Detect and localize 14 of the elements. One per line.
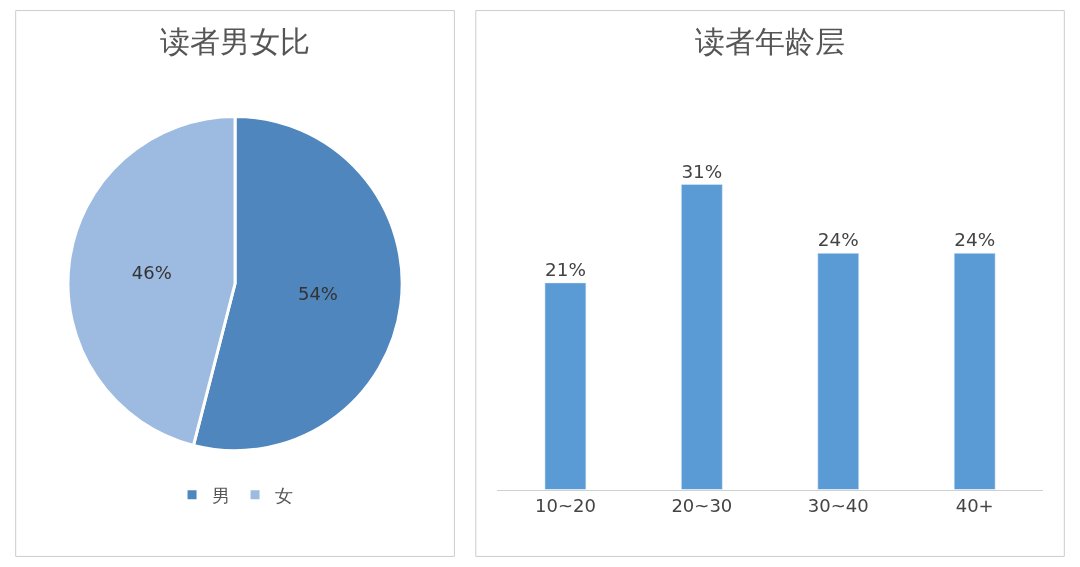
data-label: 54%: [297, 283, 338, 305]
x-tick-label: 10~20: [534, 495, 596, 517]
chart-title: 读者年龄层: [695, 24, 845, 59]
x-tick-label: 40+: [955, 495, 994, 517]
data-label: 24%: [817, 229, 859, 251]
x-tick-label: 20~30: [671, 495, 733, 517]
legend-label: 女: [275, 484, 294, 506]
data-label: 46%: [131, 262, 172, 284]
chart-title: 读者男女比: [160, 24, 310, 59]
data-label: 21%: [544, 259, 586, 280]
data-label: 31%: [681, 160, 723, 182]
data-label: 24%: [954, 229, 996, 251]
x-tick-label: 30~40: [807, 495, 869, 517]
legend-label: 男: [212, 484, 231, 506]
